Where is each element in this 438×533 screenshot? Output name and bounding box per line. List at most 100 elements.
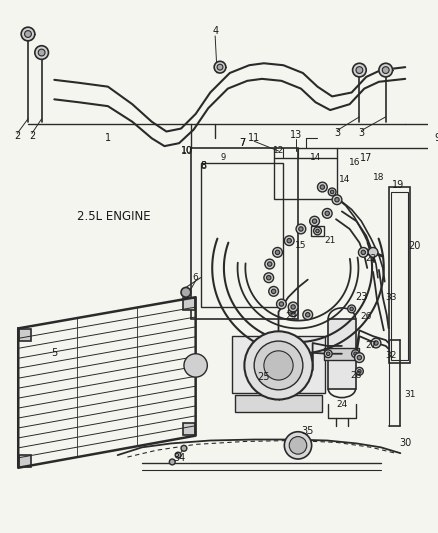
Circle shape [328,188,336,196]
Text: 5: 5 [51,348,57,358]
Circle shape [192,362,199,369]
Circle shape [276,299,286,309]
Text: 22: 22 [365,254,377,263]
Circle shape [184,354,207,377]
Text: 18: 18 [373,173,385,182]
Circle shape [214,61,226,73]
Circle shape [314,227,321,235]
Bar [389,187,410,362]
Bar [201,163,283,307]
Circle shape [310,216,319,226]
Text: 3: 3 [334,128,340,139]
Text: 35: 35 [301,426,314,436]
Text: 15: 15 [295,241,307,250]
Text: 34: 34 [173,453,185,463]
Circle shape [188,358,203,373]
Text: 9: 9 [434,133,438,143]
Circle shape [35,46,49,59]
Circle shape [279,302,284,306]
Circle shape [291,305,295,309]
Bar [235,394,322,412]
Circle shape [368,247,378,257]
Bar [183,423,194,434]
Text: 13: 13 [290,131,302,140]
Bar [391,192,408,360]
Circle shape [181,446,187,451]
Bar [183,298,194,310]
Circle shape [356,67,363,74]
Circle shape [264,273,274,282]
Circle shape [284,236,294,246]
Circle shape [244,332,313,400]
Circle shape [361,250,365,255]
Bar [274,158,337,199]
Circle shape [272,289,276,294]
Circle shape [272,247,283,257]
Circle shape [269,286,279,296]
Circle shape [348,305,356,313]
Bar [328,319,356,389]
Circle shape [322,208,332,218]
Circle shape [268,262,272,266]
Text: 17: 17 [360,153,372,163]
Bar [191,148,298,319]
Circle shape [358,247,368,257]
Bar [19,329,31,341]
Circle shape [316,229,319,233]
Circle shape [357,356,362,360]
Text: 7: 7 [239,138,246,148]
Text: 31: 31 [404,390,416,399]
Circle shape [217,64,223,70]
Circle shape [354,352,357,356]
Text: 27: 27 [365,342,377,350]
Circle shape [335,198,339,202]
Text: 11: 11 [248,133,260,143]
Circle shape [276,250,280,255]
Text: 26: 26 [360,312,372,321]
Circle shape [267,276,271,280]
Text: 9: 9 [220,154,226,163]
Text: 19: 19 [392,180,405,190]
Text: 8: 8 [201,161,206,170]
Text: 24: 24 [336,400,347,409]
Circle shape [303,310,313,320]
Circle shape [265,259,275,269]
Bar [232,336,325,393]
Text: 10: 10 [181,147,193,156]
Circle shape [288,302,298,312]
Text: 2: 2 [29,131,35,141]
Circle shape [318,182,327,192]
Circle shape [38,49,45,56]
Circle shape [306,312,310,317]
Circle shape [299,227,303,231]
Text: 33: 33 [385,293,396,302]
Circle shape [296,224,306,234]
Circle shape [25,30,32,37]
Circle shape [175,452,181,458]
Text: 1: 1 [105,133,111,143]
Text: 3: 3 [358,128,364,139]
Circle shape [284,432,312,459]
Text: 32: 32 [385,351,396,360]
Circle shape [356,367,363,375]
Circle shape [353,63,366,77]
Circle shape [352,350,360,358]
Text: 8: 8 [200,160,206,171]
Bar [324,348,360,360]
Circle shape [181,287,191,297]
Text: 28: 28 [351,370,362,379]
Text: 14: 14 [310,154,321,163]
Bar [19,455,31,467]
Circle shape [371,338,381,348]
Circle shape [320,185,325,189]
Circle shape [289,437,307,454]
Circle shape [170,459,175,465]
Circle shape [287,238,291,243]
Text: 7: 7 [239,138,246,148]
Text: 10: 10 [181,146,193,156]
Circle shape [312,219,317,223]
Circle shape [332,195,342,205]
Circle shape [354,353,364,362]
Circle shape [358,369,361,373]
Circle shape [325,211,329,215]
